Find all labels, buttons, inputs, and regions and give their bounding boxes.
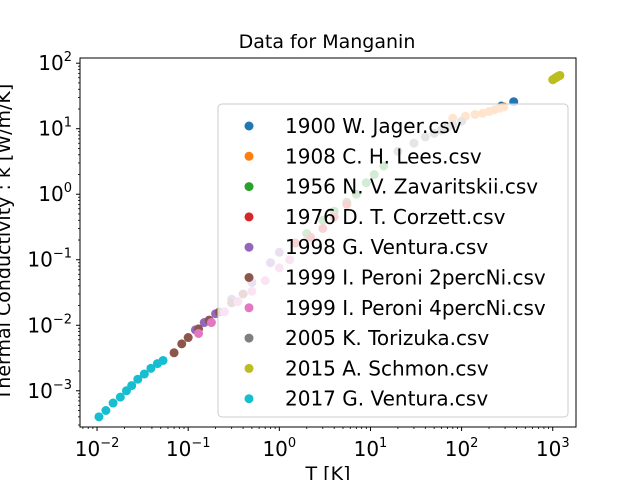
data-point-series-10 xyxy=(146,363,156,373)
legend-label: 2017 G. Ventura.csv xyxy=(285,387,488,411)
data-point-series-10 xyxy=(94,412,104,422)
legend-frame xyxy=(217,103,569,418)
x-tick-label: 103 xyxy=(536,436,570,461)
legend-label: 1908 C. H. Lees.csv xyxy=(285,144,482,168)
legend-label: 2015 A. Schmon.csv xyxy=(285,356,489,380)
data-point-series-6 xyxy=(183,333,193,343)
legend-label: 2005 K. Torizuka.csv xyxy=(285,326,489,350)
chart-title: Data for Manganin xyxy=(239,31,416,53)
legend-label: 1999 I. Peroni 4percNi.csv xyxy=(285,296,546,320)
plot-frame xyxy=(79,57,577,428)
legend-marker xyxy=(244,363,254,373)
data-point-series-10 xyxy=(158,355,168,365)
legend-marker xyxy=(244,242,254,252)
y-tick-label: 10−3 xyxy=(27,378,72,403)
legend-label: 1900 W. Jager.csv xyxy=(285,114,462,138)
legend-label: 1998 G. Ventura.csv xyxy=(285,235,488,259)
legend-marker xyxy=(244,182,254,192)
legend-marker xyxy=(244,151,254,161)
legend-marker xyxy=(244,273,254,282)
legend: 1900 W. Jager.csv 1908 C. H. Lees.csv 1956… xyxy=(217,103,569,418)
y-axis-label: Thermal Conductivity : k [W/m/K] xyxy=(0,84,15,402)
y-tick-label: 10−1 xyxy=(27,247,72,272)
y-tick-label: 102 xyxy=(38,50,72,75)
legend-marker xyxy=(244,121,254,131)
data-point-series-10 xyxy=(133,374,143,384)
axes-layer: 10−2 10−1 100 101 102 103 10−3 10−2 10−1 100 101 10… xyxy=(27,50,569,461)
y-tick-label: 101 xyxy=(38,116,72,141)
x-tick-label: 100 xyxy=(262,436,296,461)
x-tick-label: 10−1 xyxy=(166,436,211,461)
legend-label: 1976 D. T. Corzett.csv xyxy=(285,205,506,229)
data-point-series-10 xyxy=(108,398,118,408)
legend-marker xyxy=(244,333,254,343)
y-tick-label: 10−2 xyxy=(27,312,72,337)
data-point-series-10 xyxy=(115,392,125,402)
y-tick-label: 100 xyxy=(38,181,72,206)
x-tick-label: 101 xyxy=(354,436,388,461)
data-point-series-6 xyxy=(177,339,187,349)
legend-marker xyxy=(244,303,254,313)
data-point-series-7 xyxy=(206,318,216,328)
data-point-series-9 xyxy=(555,70,565,80)
data-point-series-6 xyxy=(169,348,179,358)
data-point-series-10 xyxy=(127,381,137,391)
x-tick-label: 10−2 xyxy=(75,436,120,461)
x-axis-label: T [K] xyxy=(305,463,351,480)
x-tick-label: 102 xyxy=(445,436,479,461)
legend-label: 1956 N. V. Zavaritskii.csv xyxy=(285,175,538,199)
legend-label: 1999 I. Peroni 2percNi.csv xyxy=(285,266,546,290)
legend-marker xyxy=(244,212,254,222)
data-point-series-10 xyxy=(139,369,149,379)
legend-marker xyxy=(244,394,254,404)
data-point-series-7 xyxy=(194,328,204,338)
data-point-series-10 xyxy=(101,406,111,415)
